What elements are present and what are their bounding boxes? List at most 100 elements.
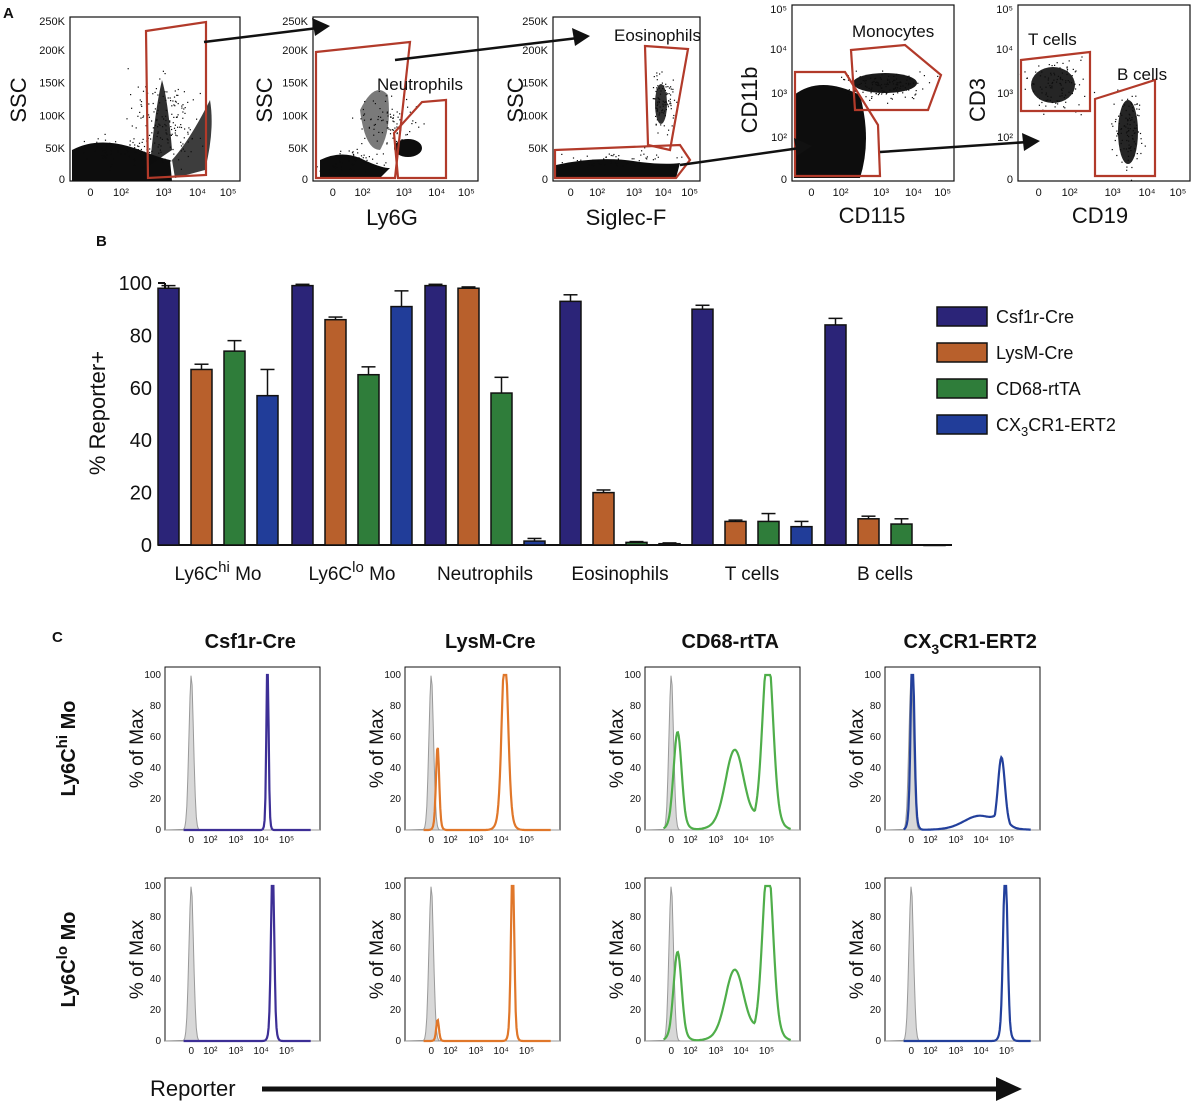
scatter-dot <box>188 127 190 129</box>
scatter-dot <box>1049 85 1051 87</box>
category-base: T cells <box>725 564 780 585</box>
scatter-dot <box>1068 91 1070 93</box>
histogram-x-tick: 10³ <box>948 1046 963 1057</box>
scatter-dot <box>386 127 388 129</box>
scatter-dot <box>658 98 660 100</box>
scatter-dot <box>1033 83 1035 85</box>
scatter-dot <box>177 94 179 96</box>
scatter-dot <box>362 108 364 111</box>
scatter-dot <box>165 119 167 122</box>
scatter-dot <box>1127 127 1129 129</box>
scatter-dot <box>900 81 902 84</box>
scatter-dot <box>1126 134 1129 136</box>
scatter-dot <box>847 90 849 92</box>
scatter-dot <box>1136 103 1138 105</box>
gate-label-t-cells: T cells <box>1028 30 1077 49</box>
scatter-dot <box>352 164 355 166</box>
scatter-dot <box>164 91 166 93</box>
scatter-dot <box>104 156 106 158</box>
histogram-y-tick: 80 <box>630 701 642 712</box>
scatter-dot <box>1118 115 1120 117</box>
scatter-dot <box>1049 99 1051 102</box>
histogram-x-tick: 10² <box>923 1046 938 1057</box>
scatter-dot <box>396 140 398 143</box>
plot2-x-tick: 10⁴ <box>428 187 445 199</box>
scatter-dot <box>377 116 380 118</box>
scatter-dot <box>875 77 877 79</box>
scatter-dot <box>162 70 164 72</box>
histogram-y-tick: 20 <box>390 794 402 805</box>
scatter-dot <box>137 86 139 88</box>
scatter-dot <box>1065 82 1067 84</box>
scatter-dot <box>1136 158 1138 160</box>
plot5-y-tick: 0 <box>1007 174 1013 186</box>
scatter-dot <box>159 102 161 104</box>
scatter-dot <box>196 118 198 120</box>
scatter-dot <box>176 135 178 137</box>
scatter-dot <box>893 75 895 77</box>
scatter-dot <box>871 82 873 84</box>
histogram-x-tick: 10⁵ <box>279 835 294 846</box>
scatter-dot <box>151 132 153 134</box>
gating-plot-5-frame <box>1017 4 1191 182</box>
scatter-dot <box>615 156 617 158</box>
scatter-dot <box>864 85 867 87</box>
scatter-dot <box>870 92 872 94</box>
scatter-dot <box>178 159 180 161</box>
scatter-dot <box>168 166 170 168</box>
scatter-dot <box>1120 128 1123 130</box>
scatter-dot <box>387 115 389 117</box>
histogram-1-4: 0 20 40 60 80 100 0 10² 10³ 10⁴ 10⁵ % of Max <box>847 666 1041 846</box>
scatter-dot <box>170 126 172 128</box>
scatter-dot <box>574 169 576 171</box>
scatter-dot <box>1067 80 1069 82</box>
category-sup: lo <box>352 559 364 576</box>
scatter-dot <box>669 166 671 168</box>
scatter-dot <box>872 81 874 83</box>
histogram-y-tick: 40 <box>390 974 402 985</box>
scatter-dot <box>145 160 147 162</box>
scatter-dot <box>658 87 660 89</box>
scatter-dot <box>1081 56 1083 58</box>
scatter-dot <box>107 148 109 150</box>
scatter-dot <box>167 139 169 141</box>
histogram-sample <box>183 673 311 832</box>
scatter-dot <box>914 94 916 96</box>
scatter-dot <box>1074 83 1076 85</box>
scatter-dot <box>1125 148 1127 150</box>
scatter-dot <box>409 111 411 113</box>
scatter-dot <box>1047 77 1050 79</box>
scatter-dot <box>170 134 172 136</box>
scatter-dot <box>878 90 880 92</box>
scatter-dot <box>1061 92 1063 94</box>
scatter-dot <box>117 150 119 152</box>
scatter-dot <box>922 88 924 90</box>
scatter-dot <box>142 138 144 140</box>
scatter-dot <box>864 80 866 82</box>
scatter-dot <box>671 125 673 127</box>
scatter-dot <box>618 159 621 161</box>
scatter-dot <box>888 79 890 81</box>
scatter-dot <box>172 100 174 102</box>
scatter-dot <box>167 142 169 144</box>
scatter-dot <box>1117 134 1119 136</box>
scatter-dot <box>655 123 657 125</box>
scatter-dot <box>1127 151 1129 153</box>
scatter-dot <box>1080 59 1082 61</box>
scatter-dot <box>1140 138 1142 140</box>
histogram-2-3: 0 20 40 60 80 100 0 10² 10³ 10⁴ 10⁵ % of Max <box>607 877 801 1057</box>
scatter-dot <box>1117 133 1119 135</box>
scatter-dot <box>662 105 664 107</box>
scatter-dot <box>1080 114 1082 116</box>
scatter-dot <box>611 161 613 163</box>
scatter-dot <box>667 106 669 108</box>
scatter-dot <box>660 124 662 126</box>
category-suffix: Mo <box>364 564 396 585</box>
scatter-dot <box>665 92 668 94</box>
scatter-dot <box>391 108 393 110</box>
scatter-dot <box>396 123 398 125</box>
scatter-dot <box>360 118 362 120</box>
scatter-dot <box>681 156 683 158</box>
scatter-dot <box>1056 62 1058 64</box>
scatter-dot <box>399 119 401 121</box>
